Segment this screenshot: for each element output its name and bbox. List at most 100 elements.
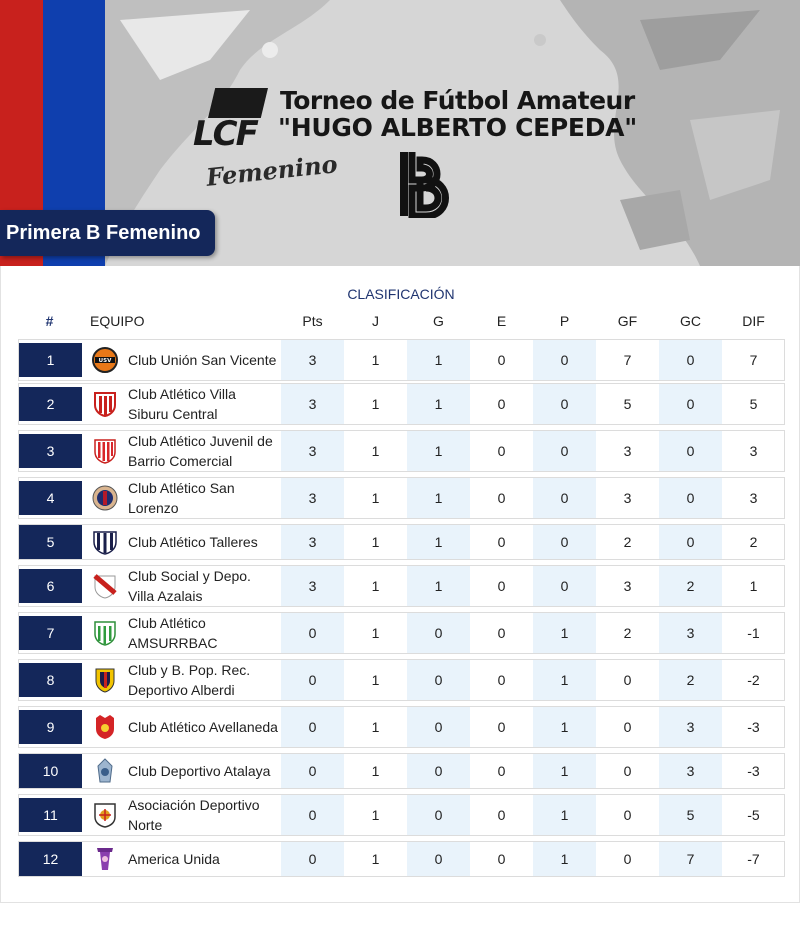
dif-cell: -3 <box>747 763 760 779</box>
rank-badge: 9 <box>19 710 82 744</box>
table-row[interactable]: 7 Club Atlético AMSURRBAC 0 1 0 0 1 2 3 -1 <box>18 612 785 654</box>
table-row[interactable]: 10 Club Deportivo Atalaya 0 1 0 0 1 0 3 -3 <box>18 753 785 789</box>
rank-badge: 3 <box>19 434 82 468</box>
e-cell: 0 <box>497 625 506 641</box>
e-cell: 0 <box>497 807 506 823</box>
col-team-header: EQUIPO <box>90 313 145 329</box>
gf-cell: 3 <box>623 578 632 594</box>
table-row[interactable]: 5 Club Atlético Talleres 3 1 1 0 0 2 0 2 <box>18 524 785 560</box>
avellaneda-crest-icon <box>92 714 118 740</box>
g-cell: 1 <box>407 384 470 424</box>
team-name[interactable]: Club Atlético Villa Siburu Central <box>128 386 236 422</box>
gc-cell: 3 <box>659 707 722 747</box>
e-cell: 0 <box>497 851 506 867</box>
pts-cell: 3 <box>281 478 344 518</box>
gf-cell: 5 <box>623 396 632 412</box>
lcf-logo-text: LCF <box>193 114 259 154</box>
team-name[interactable]: Club Atlético Juvenil de Barrio Comercia… <box>128 433 273 469</box>
tournament-title: Torneo de Fútbol Amateur <box>280 86 635 115</box>
g-cell: 1 <box>407 340 470 380</box>
col-gf-header: GF <box>617 313 638 329</box>
team-name[interactable]: Club Unión San Vicente <box>128 352 277 368</box>
g-cell: 0 <box>407 660 470 700</box>
table-row[interactable]: 2 Club Atlético Villa Siburu Central 3 1 1 0 0… <box>18 383 785 425</box>
rank-badge: 1 <box>19 343 82 377</box>
dif-cell: -1 <box>747 625 760 641</box>
usv-crest-icon: USV <box>92 347 118 373</box>
gf-cell: 0 <box>623 719 632 735</box>
table-row[interactable]: 6 Club Social y Depo. Villa Azalais 3 1 1 0 0 3… <box>18 565 785 607</box>
table-row[interactable]: 4 Club Atlético San Lorenzo 3 1 1 0 0 3 0 3 <box>18 477 785 519</box>
table-row[interactable]: 9 Club Atlético Avellaneda 0 1 0 0 1 0 3 -3 <box>18 706 785 748</box>
g-cell: 1 <box>407 431 470 471</box>
g-cell: 0 <box>407 795 470 835</box>
j-cell: 1 <box>371 352 380 368</box>
team-name[interactable]: Club Deportivo Atalaya <box>128 763 271 779</box>
gf-cell: 0 <box>623 851 632 867</box>
table-row[interactable]: 8 Club y B. Pop. Rec. Deportivo Alberdi 0 1… <box>18 659 785 701</box>
rank-badge: 5 <box>19 525 82 559</box>
dif-cell: 3 <box>749 490 758 506</box>
team-name[interactable]: America Unida <box>128 851 220 867</box>
p-cell: 1 <box>533 660 596 700</box>
p-cell: 1 <box>533 754 596 788</box>
soccer-ball-icon <box>208 88 268 118</box>
pts-cell: 0 <box>281 842 344 876</box>
rank-badge: 10 <box>19 754 82 788</box>
g-cell: 1 <box>407 566 470 606</box>
gc-cell: 7 <box>659 842 722 876</box>
gc-cell: 3 <box>659 754 722 788</box>
p-cell: 0 <box>533 566 596 606</box>
g-cell: 1 <box>407 525 470 559</box>
team-name[interactable]: Club Atlético AMSURRBAC <box>128 615 218 651</box>
pts-cell: 0 <box>281 795 344 835</box>
dif-cell: -7 <box>747 851 760 867</box>
rank-badge: 2 <box>19 387 82 421</box>
col-rank-header: # <box>45 313 54 329</box>
category-tab[interactable]: Primera B Femenino <box>0 210 215 256</box>
table-row[interactable]: 12 America Unida 0 1 0 0 1 0 7 -7 <box>18 841 785 877</box>
team-name[interactable]: Club y B. Pop. Rec. Deportivo Alberdi <box>128 662 251 698</box>
p-cell: 0 <box>533 478 596 518</box>
j-cell: 1 <box>371 672 380 688</box>
team-name[interactable]: Club Social y Depo. Villa Azalais <box>128 568 251 604</box>
rank-badge: 11 <box>19 798 82 832</box>
table-row[interactable]: 1 USV Club Unión San Vicente 3 1 1 0 0 7 0 7 <box>18 339 785 381</box>
amsurrbac-crest-icon <box>92 620 118 646</box>
gf-cell: 3 <box>623 490 632 506</box>
e-cell: 0 <box>497 763 506 779</box>
gc-cell: 2 <box>659 660 722 700</box>
villa-siburu-crest-icon <box>92 391 118 418</box>
dif-cell: 1 <box>749 578 758 594</box>
pts-cell: 3 <box>281 340 344 380</box>
pts-cell: 0 <box>281 707 344 747</box>
pts-cell: 0 <box>281 613 344 653</box>
p-cell: 0 <box>533 525 596 559</box>
america-unida-crest-icon <box>92 846 118 872</box>
g-cell: 0 <box>407 754 470 788</box>
team-name[interactable]: Club Atlético San Lorenzo <box>128 480 235 516</box>
j-cell: 1 <box>371 578 380 594</box>
dif-cell: -2 <box>747 672 760 688</box>
table-row[interactable]: 3 Club Atlético Juvenil de Barrio Comerci… <box>18 430 785 472</box>
gf-cell: 0 <box>623 763 632 779</box>
pts-cell: 0 <box>281 754 344 788</box>
g-cell: 0 <box>407 613 470 653</box>
j-cell: 1 <box>371 719 380 735</box>
g-cell: 1 <box>407 478 470 518</box>
lcf-logo: LCF <box>193 88 275 156</box>
dif-cell: -5 <box>747 807 760 823</box>
table-row[interactable]: 11 Asociación Deportivo Norte 0 1 0 0 1 0 5 -5 <box>18 794 785 836</box>
col-gc-header: GC <box>680 313 701 329</box>
g-cell: 0 <box>407 707 470 747</box>
gc-cell: 2 <box>659 566 722 606</box>
standings-title: CLASIFICACIÓN <box>347 286 455 302</box>
e-cell: 0 <box>497 443 506 459</box>
rank-badge: 12 <box>19 842 82 876</box>
j-cell: 1 <box>371 851 380 867</box>
team-name[interactable]: Club Atlético Talleres <box>128 534 258 550</box>
team-name[interactable]: Asociación Deportivo Norte <box>128 797 260 833</box>
gf-cell: 2 <box>623 534 632 550</box>
gc-cell: 0 <box>659 340 722 380</box>
team-name[interactable]: Club Atlético Avellaneda <box>128 719 278 735</box>
